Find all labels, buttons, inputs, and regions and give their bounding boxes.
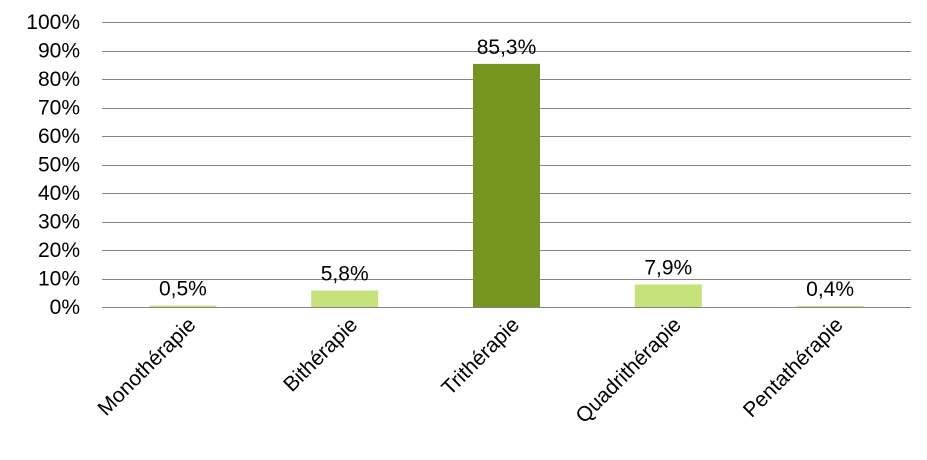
data-label: 85,3% [477,36,537,59]
bar [473,63,540,307]
y-tick-label: 50% [38,154,80,177]
bars [149,63,864,307]
y-tick-label: 60% [38,125,80,148]
x-tick-label: Monothérapie [93,313,200,420]
data-label: 0,4% [806,278,854,301]
x-tick-label: Pentathérapie [739,313,848,422]
x-tick-label: Trithérapie [437,313,524,400]
y-tick-label: 70% [38,97,80,120]
x-tick-label: Bithérapie [279,313,362,396]
y-axis: 0% 10% 20% 30% 40% 50% 60% 70% 80% 90% 100% [26,11,80,319]
y-tick-label: 30% [38,211,80,234]
data-label: 5,8% [321,262,369,285]
y-tick-label: 20% [38,239,80,262]
data-label: 0,5% [159,278,207,301]
x-axis: Monothérapie Bithérapie Trithérapie Quadrit… [93,313,847,427]
data-labels: 0,5% 5,8% 85,3% 7,9% 0,4% [159,36,854,301]
y-tick-label: 0% [50,296,80,319]
y-tick-label: 80% [38,68,80,91]
bar [311,290,379,307]
x-tick-label: Quadrithérapie [571,313,685,427]
y-tick-label: 40% [38,182,80,205]
y-tick-label: 90% [38,40,80,63]
bar [149,305,217,307]
bar [634,284,702,307]
y-tick-label: 10% [38,268,80,291]
bar [796,305,864,307]
data-label: 7,9% [644,256,692,279]
y-tick-label: 100% [26,11,80,34]
